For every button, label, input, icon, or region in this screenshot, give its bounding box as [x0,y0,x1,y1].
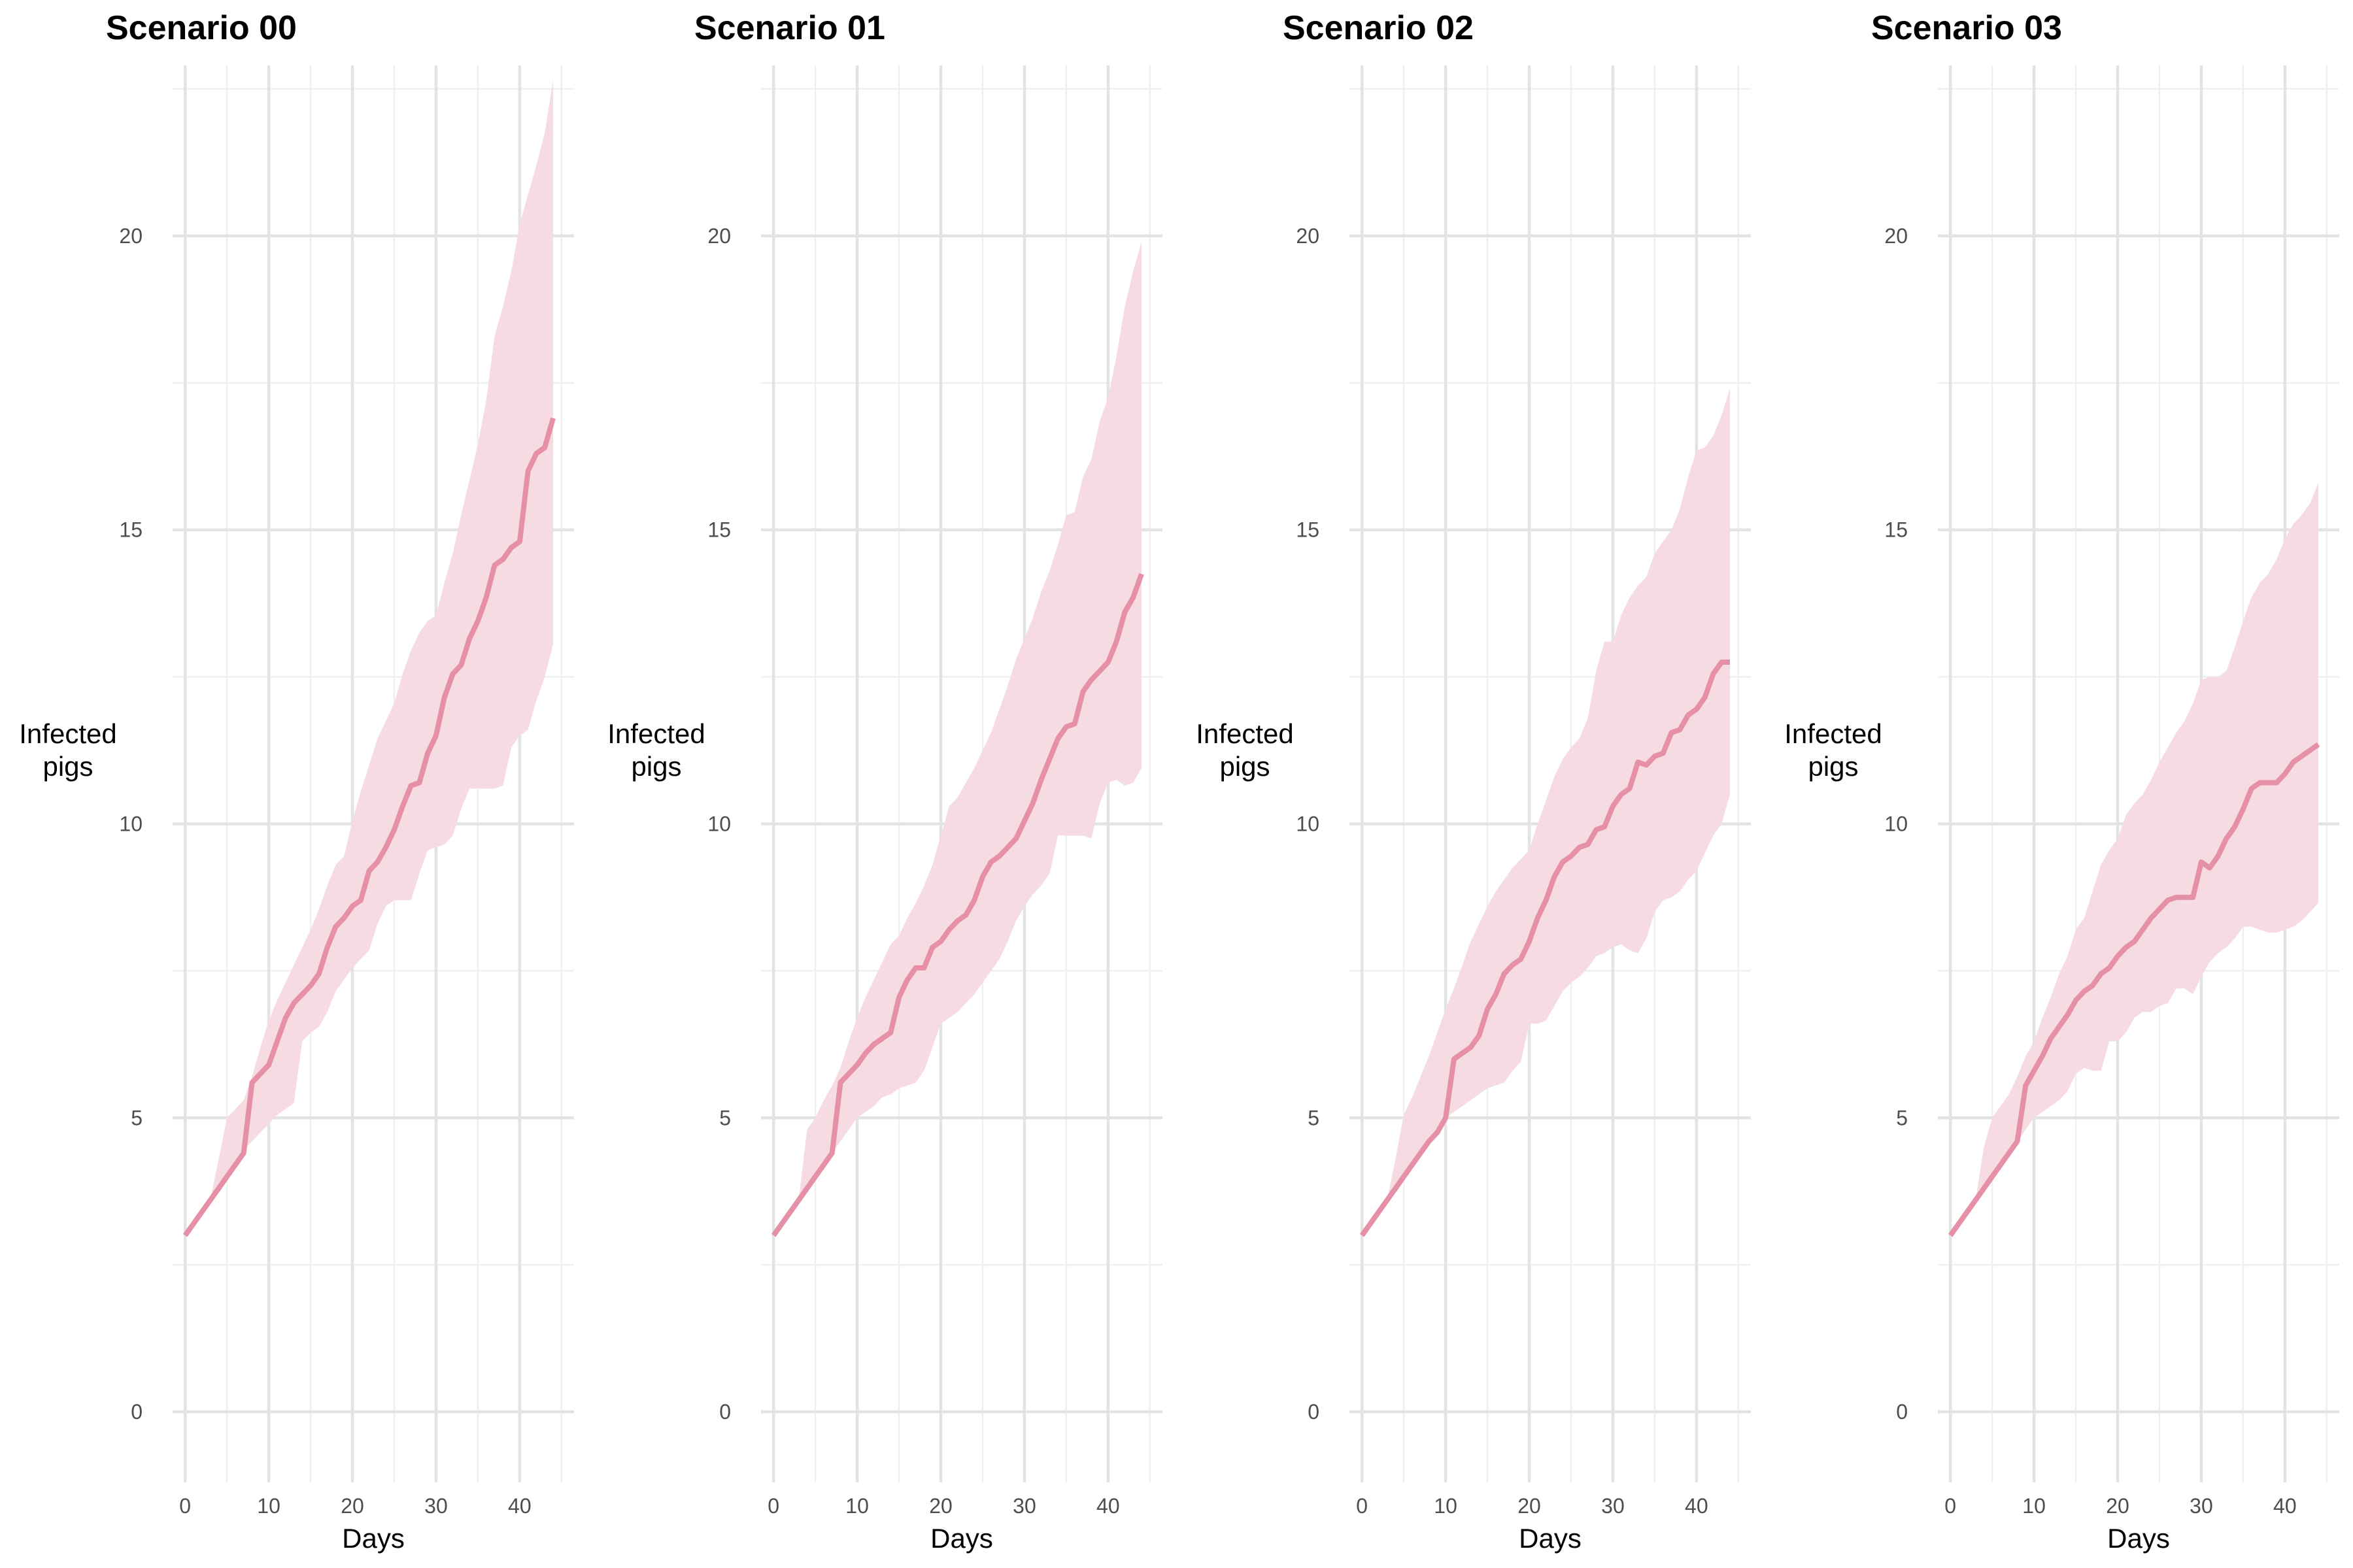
y-tick-label: 10 [1296,812,1319,835]
y-tick-label: 5 [1308,1106,1319,1129]
x-tick-label: 20 [341,1494,364,1518]
x-tick-label: 40 [508,1494,532,1518]
x-tick-label: 10 [1434,1494,1457,1518]
y-axis-title-line: Infected [1196,718,1293,749]
y-tick-label: 10 [1884,812,1908,835]
y-tick-label: 15 [1296,518,1319,542]
interval-ribbon [1362,388,1730,1236]
y-tick-label: 0 [1308,1400,1319,1424]
x-tick-label: 40 [1096,1494,1120,1518]
panel-title: Scenario 02 [1283,9,1474,47]
y-tick-label: 5 [131,1106,143,1129]
y-tick-label: 10 [119,812,143,835]
y-tick-label: 0 [1896,1400,1908,1424]
panel-2: 0 5 10 15 20 0 10 20 30 40 Days Infected pigs Scenari… [1196,9,1751,1554]
x-tick-label: 30 [1013,1494,1036,1518]
x-tick-label: 0 [1356,1494,1368,1518]
y-axis-title: Infected pigs [19,718,116,782]
interval-ribbon [1950,482,2318,1236]
x-tick-label: 0 [179,1494,191,1518]
x-axis-title: Days [342,1523,405,1554]
major-gridlines [761,65,1162,1482]
y-tick-label: 15 [1884,518,1908,542]
x-tick-label: 10 [257,1494,280,1518]
y-axis-title-line: Infected [607,718,705,749]
y-tick-label: 20 [1884,224,1908,248]
y-axis-title-line: pigs [1219,751,1270,782]
panel-title: Scenario 01 [694,9,885,47]
x-axis-title: Days [2107,1523,2170,1554]
x-tick-label: 10 [2022,1494,2046,1518]
y-tick-label: 0 [719,1400,731,1424]
panel-title: Scenario 00 [106,9,297,47]
x-tick-label: 10 [845,1494,869,1518]
x-tick-label: 30 [1601,1494,1625,1518]
panel-1: 0 5 10 15 20 0 10 20 30 40 Days Infected pigs Scenari… [607,9,1162,1554]
y-axis-title-line: Infected [1784,718,1882,749]
y-axis-title: Infected pigs [1196,718,1293,782]
y-tick-label: 10 [707,812,731,835]
y-axis-title: Infected pigs [1784,718,1882,782]
x-tick-label: 30 [2190,1494,2213,1518]
y-axis-title-line: Infected [19,718,116,749]
y-axis-title-line: pigs [42,751,93,782]
y-axis-title-line: pigs [1808,751,1858,782]
interval-ribbon [773,241,1142,1236]
x-tick-label: 20 [2106,1494,2129,1518]
y-tick-label: 20 [707,224,731,248]
y-tick-label: 5 [719,1106,731,1129]
x-tick-label: 0 [1944,1494,1956,1518]
x-tick-label: 40 [1685,1494,1708,1518]
median-line [1948,742,2320,1237]
panel-3: 0 5 10 15 20 0 10 20 30 40 Days Infected pigs Scenari… [1784,9,2339,1554]
x-tick-label: 20 [929,1494,953,1518]
y-tick-label: 20 [119,224,143,248]
y-axis-title-line: pigs [631,751,681,782]
y-tick-label: 0 [131,1400,143,1424]
x-tick-label: 20 [1517,1494,1541,1518]
median-line [771,573,1144,1237]
x-tick-label: 0 [768,1494,779,1518]
median-line [182,417,556,1237]
x-tick-label: 40 [2273,1494,2297,1518]
panel-title: Scenario 03 [1871,9,2062,47]
panel-0: 0 5 10 15 20 0 10 20 30 40 Days Infected pigs Scenari… [19,9,574,1554]
y-axis-title: Infected pigs [607,718,705,782]
y-tick-label: 15 [707,518,731,542]
median-line [1359,659,1730,1237]
x-tick-label: 30 [424,1494,448,1518]
y-tick-label: 20 [1296,224,1319,248]
x-axis-title: Days [1519,1523,1582,1554]
x-axis-title: Days [930,1523,993,1554]
y-tick-label: 15 [119,518,143,542]
interval-ribbon [185,80,553,1236]
y-tick-label: 5 [1896,1106,1908,1129]
